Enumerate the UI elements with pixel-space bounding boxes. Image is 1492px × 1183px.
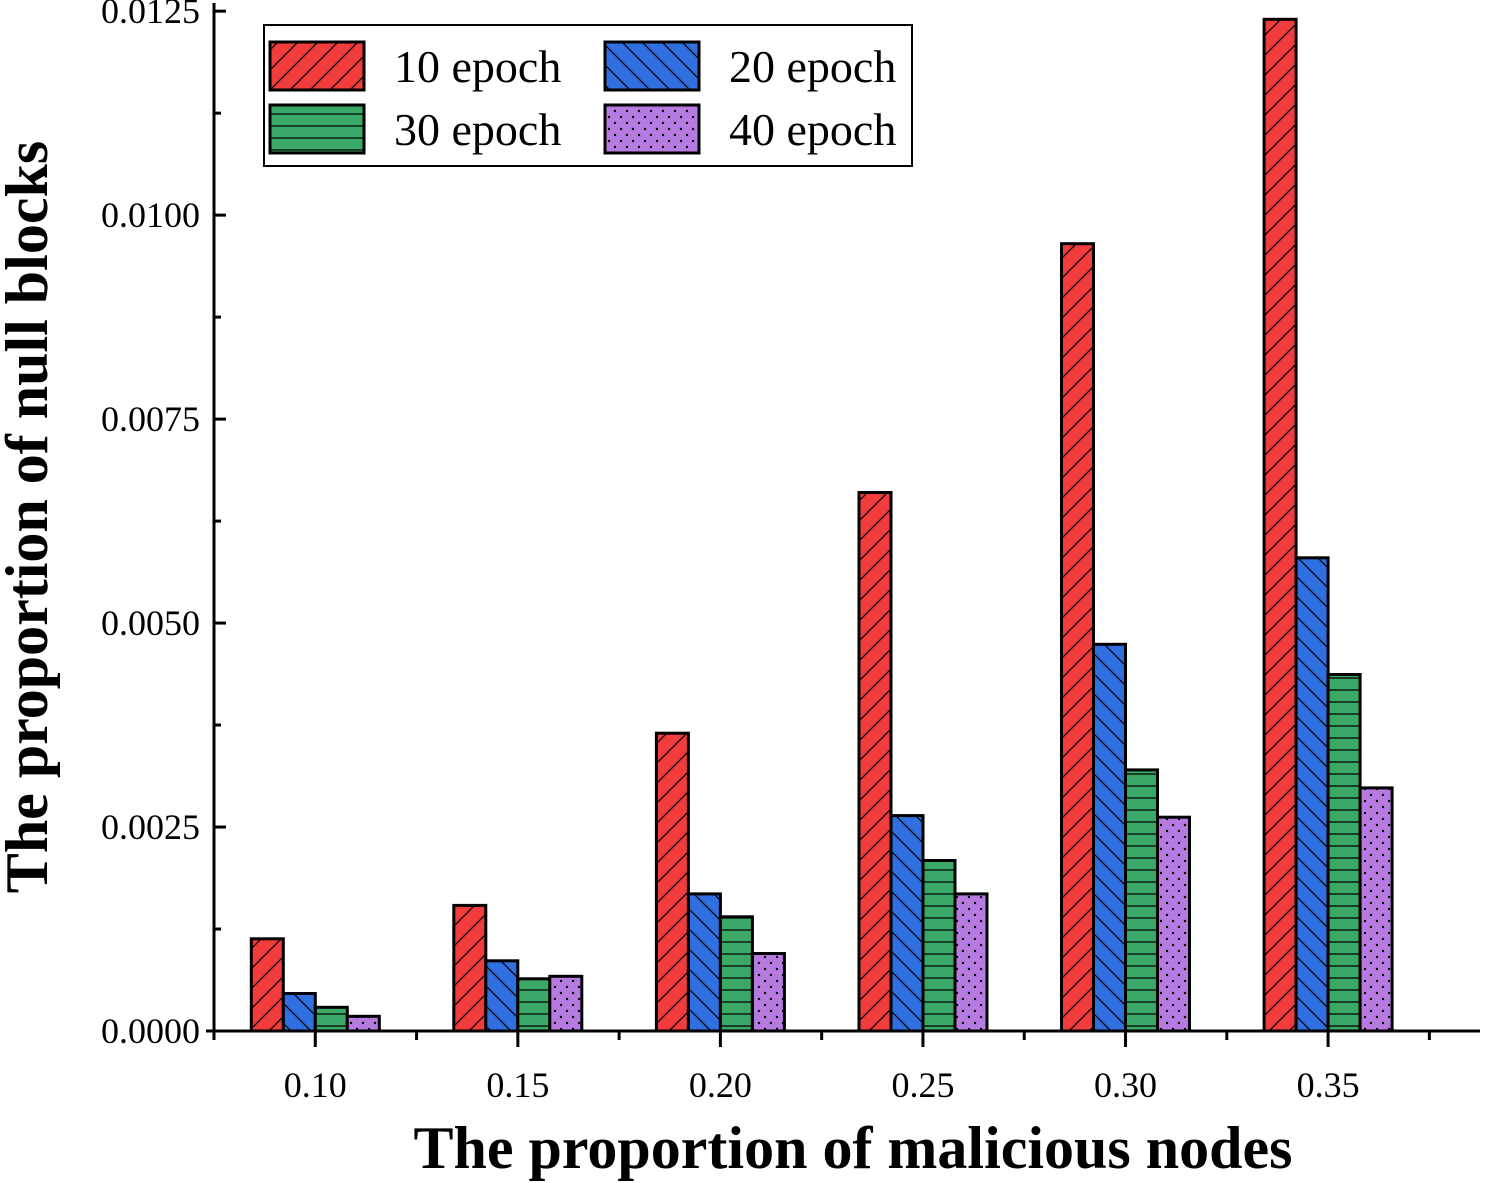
- y-tick-label: 0.0125: [101, 0, 200, 31]
- bar-40-epoch-0.10: [345, 1014, 381, 1033]
- legend-box: [263, 24, 913, 167]
- y-axis-title: The proportion of null blocks: [0, 141, 60, 893]
- x-tick-label: 0.15: [486, 1065, 549, 1105]
- bar-20-epoch-0.35: [1294, 556, 1330, 1033]
- bar-10-epoch-0.10: [249, 937, 285, 1033]
- legend-swatch-10-epoch: [268, 40, 366, 92]
- legend-label-20-epoch: 20 epoch: [729, 41, 896, 92]
- bar-40-epoch-0.20: [750, 952, 786, 1033]
- bar-10-epoch-0.15: [452, 903, 488, 1033]
- ticks-layer: 0.0000 0.0025 0.0050 0.0075 0.0100 0.0125 0.10…: [101, 0, 1431, 1105]
- bars-layer: [249, 17, 1394, 1033]
- bar-30-epoch-0.25: [921, 859, 957, 1033]
- bar-20-epoch-0.20: [686, 892, 722, 1033]
- x-tick-label: 0.30: [1094, 1065, 1157, 1105]
- bar-30-epoch-0.15: [516, 977, 552, 1033]
- bar-10-epoch-0.25: [857, 491, 893, 1033]
- x-tick-label: 0.35: [1297, 1065, 1360, 1105]
- bar-40-epoch-0.35: [1358, 786, 1394, 1033]
- bar-20-epoch-0.10: [281, 992, 317, 1033]
- bar-30-epoch-0.10: [313, 1005, 349, 1033]
- bar-40-epoch-0.25: [953, 892, 989, 1033]
- bar-20-epoch-0.15: [484, 959, 520, 1033]
- bar-30-epoch-0.30: [1124, 768, 1159, 1033]
- bar-10-epoch-0.35: [1262, 17, 1298, 1033]
- legend-swatch-30-epoch: [268, 103, 366, 155]
- y-tick-label: 0.0075: [101, 399, 200, 439]
- legend-swatch-40-epoch: [603, 103, 701, 155]
- y-tick-label: 0.0100: [101, 195, 200, 235]
- bar-10-epoch-0.20: [654, 731, 690, 1033]
- y-tick-label: 0.0050: [101, 603, 200, 643]
- x-axis-title: The proportion of malicious nodes: [414, 1115, 1293, 1181]
- bar-30-epoch-0.20: [718, 915, 754, 1033]
- y-tick-label: 0.0000: [101, 1011, 200, 1051]
- x-tick-label: 0.10: [284, 1065, 347, 1105]
- legend-label-10-epoch: 10 epoch: [394, 41, 561, 92]
- bar-40-epoch-0.15: [548, 974, 584, 1033]
- legend: 10 epoch 20 epoch 30 epoch 40 epoch: [263, 24, 913, 167]
- x-tick-label: 0.25: [891, 1065, 954, 1105]
- bar-20-epoch-0.25: [889, 814, 925, 1033]
- bar-30-epoch-0.35: [1326, 673, 1362, 1033]
- legend-label-40-epoch: 40 epoch: [729, 104, 896, 155]
- bar-10-epoch-0.30: [1060, 242, 1095, 1033]
- bar-20-epoch-0.30: [1092, 642, 1127, 1033]
- legend-label-30-epoch: 30 epoch: [394, 104, 561, 155]
- bar-40-epoch-0.30: [1156, 815, 1191, 1033]
- y-tick-label: 0.0025: [101, 807, 200, 847]
- legend-swatch-20-epoch: [603, 40, 701, 92]
- x-tick-label: 0.20: [689, 1065, 752, 1105]
